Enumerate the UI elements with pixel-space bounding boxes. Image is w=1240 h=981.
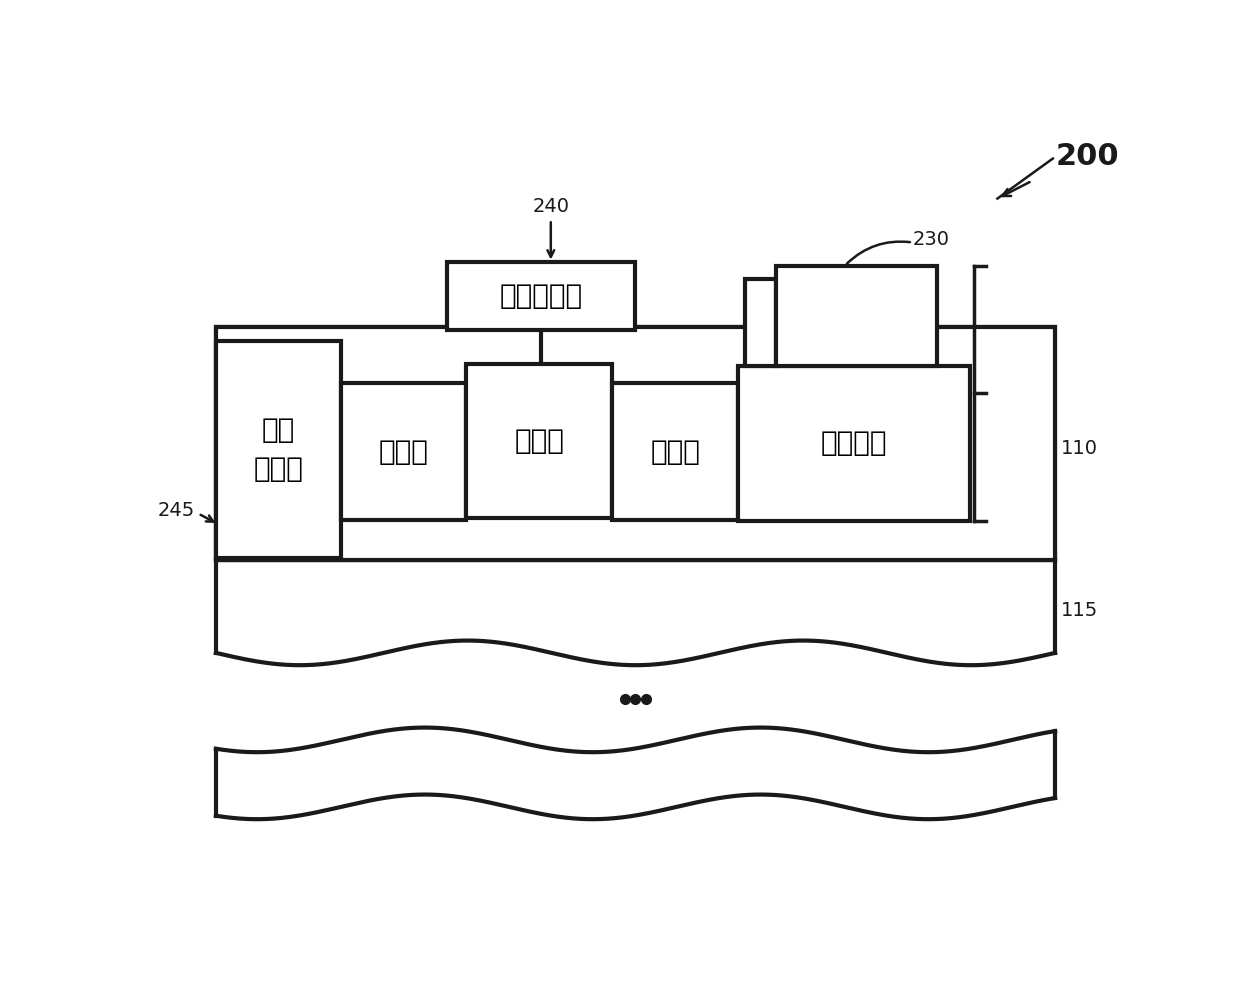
Text: 210C: 210C xyxy=(651,359,702,379)
Bar xyxy=(216,341,341,558)
Text: 225: 225 xyxy=(808,412,846,432)
Text: 光学部件: 光学部件 xyxy=(821,430,888,457)
Bar xyxy=(738,366,971,521)
Text: 硅波导: 硅波导 xyxy=(650,438,701,466)
Text: 220: 220 xyxy=(412,332,449,350)
Bar xyxy=(776,266,937,366)
Bar xyxy=(341,384,466,520)
Bar xyxy=(216,327,1055,560)
Text: 分光器: 分光器 xyxy=(515,427,564,455)
Text: 115: 115 xyxy=(1060,601,1097,620)
Bar xyxy=(613,384,738,520)
Bar xyxy=(216,327,1055,560)
Text: 240: 240 xyxy=(532,197,569,216)
Text: 210A: 210A xyxy=(376,359,425,379)
Text: 边缘
耦合器: 边缘 耦合器 xyxy=(253,416,303,483)
Text: 230: 230 xyxy=(913,230,950,249)
Text: 235: 235 xyxy=(991,382,1028,400)
Polygon shape xyxy=(216,560,1055,665)
Text: 210B: 210B xyxy=(512,318,563,336)
Text: 245: 245 xyxy=(157,501,195,520)
Text: 硅波导: 硅波导 xyxy=(378,438,428,466)
Bar xyxy=(466,364,613,518)
Text: 光栅耦合器: 光栅耦合器 xyxy=(500,283,583,310)
Text: 205: 205 xyxy=(309,328,346,346)
Text: 110: 110 xyxy=(1060,439,1097,458)
Polygon shape xyxy=(216,728,1055,819)
Bar xyxy=(446,263,635,331)
Bar xyxy=(745,280,776,366)
Text: 200: 200 xyxy=(1055,141,1118,171)
